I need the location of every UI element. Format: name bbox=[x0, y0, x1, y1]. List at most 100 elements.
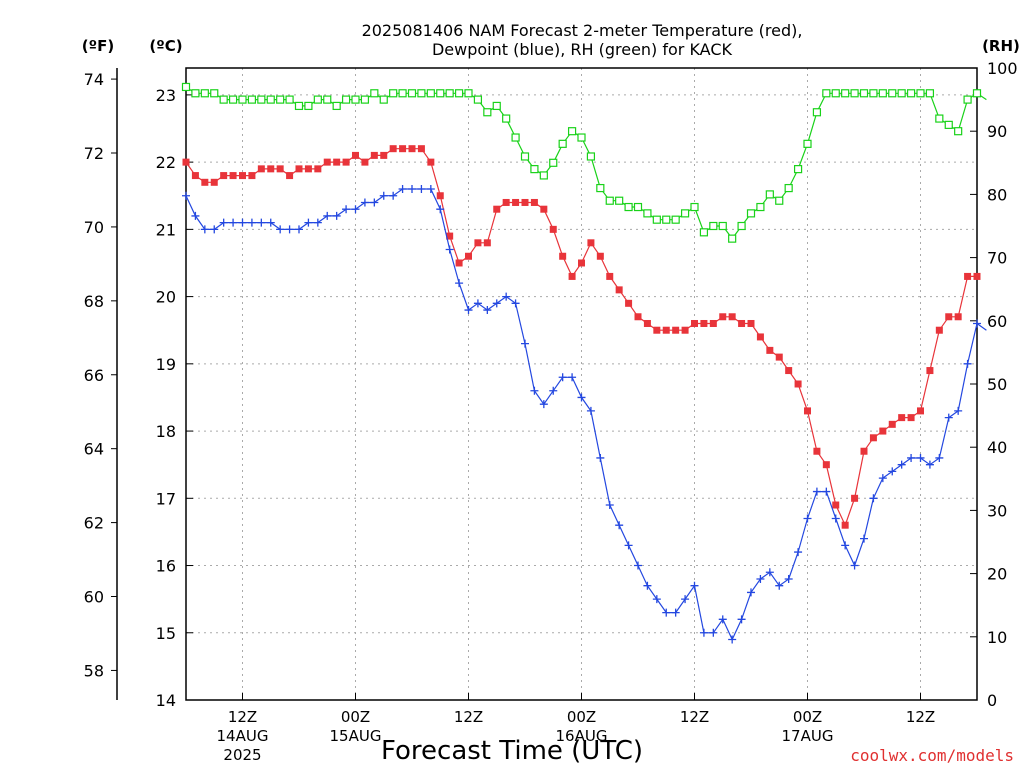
temperature-point bbox=[804, 407, 811, 415]
fahrenheit-tick-label: 64 bbox=[84, 440, 104, 459]
watermark: coolwx.com/models bbox=[850, 746, 1014, 765]
temperature-point bbox=[389, 145, 397, 153]
x-tick-label: 2025 bbox=[223, 746, 261, 764]
rh-point bbox=[285, 95, 294, 104]
temperature-point bbox=[568, 272, 576, 280]
temperature-point bbox=[935, 326, 943, 334]
temperature-point bbox=[587, 239, 595, 247]
dewpoint-point bbox=[539, 400, 548, 409]
dewpoint-point bbox=[323, 211, 332, 220]
x-tick-label: 00Z bbox=[793, 708, 822, 726]
dewpoint-point bbox=[860, 534, 868, 543]
dewpoint-point bbox=[210, 225, 219, 234]
dewpoint-point bbox=[643, 581, 652, 590]
rh-point bbox=[445, 89, 454, 98]
dewpoint-point bbox=[973, 319, 981, 328]
temperature-point bbox=[926, 367, 934, 375]
rh-point bbox=[341, 95, 351, 104]
dewpoint-point bbox=[455, 279, 464, 288]
rh-point bbox=[219, 95, 228, 104]
rh-series bbox=[181, 82, 987, 243]
temperature-point bbox=[794, 380, 802, 388]
dewpoint-point bbox=[765, 568, 774, 577]
rh-point bbox=[643, 209, 652, 218]
dewpoint-point bbox=[634, 561, 642, 570]
temperature-point bbox=[201, 178, 209, 186]
dewpoint-point bbox=[191, 211, 200, 220]
rh-point bbox=[511, 133, 520, 142]
temperature-point bbox=[465, 252, 472, 260]
dewpoint-series bbox=[182, 185, 987, 644]
temperature-point bbox=[361, 158, 369, 166]
dewpoint-point bbox=[897, 460, 906, 469]
temperature-line bbox=[185, 148, 977, 527]
rh-point bbox=[690, 202, 699, 212]
rh-point bbox=[304, 101, 313, 111]
rh-point bbox=[841, 89, 850, 98]
temperature-point bbox=[323, 158, 331, 166]
rh-point bbox=[257, 95, 266, 104]
rh-point bbox=[181, 82, 191, 92]
dewpoint-point bbox=[379, 191, 388, 200]
rh-point bbox=[370, 89, 379, 98]
dewpoint-point bbox=[200, 225, 209, 234]
rh-point bbox=[662, 215, 671, 224]
dewpoint-point bbox=[662, 608, 671, 617]
dewpoint-point bbox=[831, 514, 840, 523]
rh-point bbox=[426, 89, 435, 98]
dewpoint-point bbox=[577, 393, 586, 402]
rh-tick-label: 60 bbox=[987, 312, 1007, 331]
dewpoint-point bbox=[417, 185, 426, 194]
temperature-point bbox=[691, 319, 698, 327]
temperature-point bbox=[822, 461, 830, 469]
rh-point bbox=[888, 89, 897, 98]
temperature-point bbox=[295, 165, 303, 173]
dewpoint-point bbox=[841, 541, 850, 550]
rh-unit-label: (RH) bbox=[982, 37, 1020, 55]
dewpoint-point bbox=[709, 628, 718, 637]
temperature-point bbox=[653, 326, 661, 334]
rh-point bbox=[935, 114, 944, 123]
rh-point bbox=[483, 108, 492, 117]
temperature-point bbox=[954, 313, 962, 321]
rh-point bbox=[332, 101, 341, 111]
temperature-point bbox=[210, 178, 218, 186]
dewpoint-point bbox=[558, 373, 567, 382]
temperature-point bbox=[869, 434, 877, 442]
celsius-tick-label: 20 bbox=[156, 288, 176, 307]
fahrenheit-tick-label: 72 bbox=[84, 144, 104, 163]
rh-tick-label: 30 bbox=[987, 501, 1007, 520]
rh-point bbox=[859, 89, 869, 98]
temperature-point bbox=[785, 367, 793, 375]
dewpoint-point bbox=[671, 608, 680, 617]
temperature-point bbox=[446, 232, 454, 240]
temperature-point bbox=[483, 239, 491, 247]
rh-point bbox=[558, 139, 567, 148]
dewpoint-point bbox=[747, 588, 755, 597]
rh-tick-label: 20 bbox=[987, 565, 1007, 584]
rh-point bbox=[746, 209, 756, 218]
dewpoint-point bbox=[605, 501, 614, 510]
temperature-point bbox=[191, 172, 199, 180]
rh-point bbox=[972, 89, 982, 98]
dewpoint-point bbox=[219, 218, 228, 227]
dewpoint-point bbox=[681, 595, 690, 604]
temperature-point bbox=[417, 145, 425, 153]
x-tick-label: 12Z bbox=[680, 708, 709, 726]
rh-point bbox=[680, 209, 690, 218]
dewpoint-point bbox=[869, 494, 878, 503]
rh-point bbox=[812, 108, 822, 117]
temperature-point bbox=[248, 172, 256, 180]
celsius-tick-label: 17 bbox=[156, 489, 176, 508]
x-tick-label: 00Z bbox=[341, 708, 370, 726]
fahrenheit-tick-label: 58 bbox=[84, 661, 104, 680]
temperature-point bbox=[521, 198, 529, 206]
temperature-point bbox=[559, 252, 567, 260]
rh-point bbox=[436, 89, 445, 98]
temperature-point bbox=[700, 319, 708, 327]
temperature-point bbox=[879, 427, 887, 435]
rh-point bbox=[652, 215, 661, 224]
rh-point bbox=[417, 89, 426, 98]
dewpoint-point bbox=[426, 185, 435, 194]
dewpoint-point bbox=[295, 225, 303, 234]
